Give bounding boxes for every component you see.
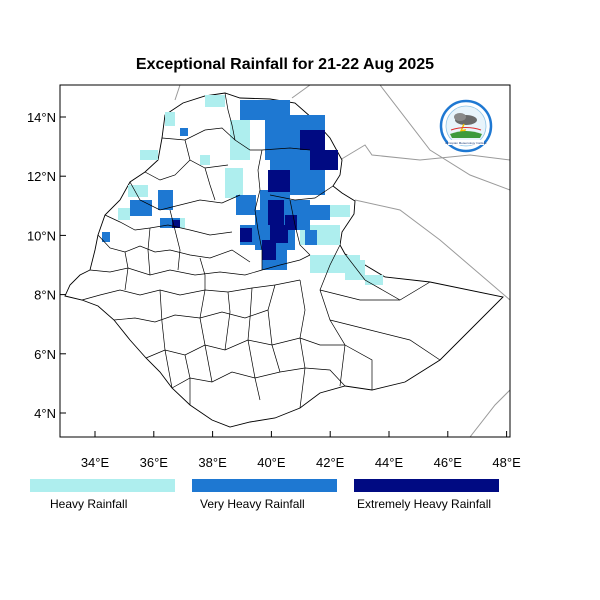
- x-tick-label: 38°E: [198, 455, 227, 470]
- y-tick-label: 10°N: [27, 228, 56, 243]
- border-eritrea-coast: [291, 85, 311, 99]
- extremely-heavy-rainfall-areas: [172, 130, 338, 260]
- map-title: Exceptional Rainfall for 21-22 Aug 2025: [135, 56, 435, 73]
- admin-boundaries: [81, 92, 441, 409]
- x-tick-label: 42°E: [316, 455, 345, 470]
- x-tick-label: 48°E: [492, 455, 521, 470]
- ethiopian-meteorology-institute-logo: Ethiopian Meteorology Institute: [439, 99, 493, 153]
- legend-label-very-heavy: Very Heavy Rainfall: [200, 497, 305, 511]
- x-tick-label: 40°E: [257, 455, 286, 470]
- x-tick-label: 36°E: [140, 455, 169, 470]
- x-tick-label: 46°E: [434, 455, 463, 470]
- plot-frame: [59, 84, 511, 438]
- legend-bar-extremely-heavy: [354, 479, 499, 492]
- y-tick-label: 12°N: [27, 169, 56, 184]
- x-axis-ticks: 34°E 36°E 38°E 40°E 42°E 44°E 46°E 48°E: [81, 431, 521, 470]
- x-tick-label: 34°E: [81, 455, 110, 470]
- legend-bar-heavy: [30, 479, 175, 492]
- y-tick-label: 8°N: [34, 288, 56, 303]
- border-eritrea-sudan: [174, 85, 181, 101]
- legend-label-extremely-heavy: Extremely Heavy Rainfall: [357, 497, 492, 511]
- logo-text: Ethiopian Meteorology Institute: [445, 141, 487, 145]
- border-somaliland: [354, 199, 510, 301]
- y-tick-label: 4°N: [34, 406, 56, 421]
- y-tick-label: 14°N: [27, 110, 56, 125]
- border-yemen: [379, 85, 510, 191]
- y-axis-ticks: 14°N 12°N 10°N 8°N 6°N 4°N: [27, 110, 66, 421]
- border-somalia-kenya: [469, 389, 510, 437]
- neighbour-borders: [174, 85, 510, 437]
- legend-bar-very-heavy: [192, 479, 337, 492]
- x-tick-label: 44°E: [375, 455, 404, 470]
- legend-label-heavy: Heavy Rainfall: [50, 497, 128, 511]
- border-eritrea-djibouti: [339, 144, 510, 161]
- y-tick-label: 6°N: [34, 347, 56, 362]
